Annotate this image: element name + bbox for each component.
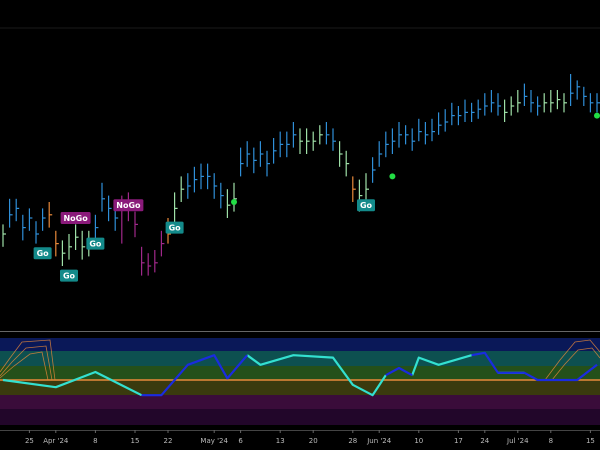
stair bbox=[0, 339, 56, 381]
x-tick-label: 17 bbox=[454, 437, 463, 445]
x-tick-label: 10 bbox=[414, 437, 423, 445]
x-tick-label: Jun '24 bbox=[366, 437, 392, 445]
x-tick-label: 15 bbox=[586, 437, 595, 445]
annotation-label: Go bbox=[37, 249, 50, 258]
annotation-label: Go bbox=[169, 224, 182, 233]
x-tick-label: 15 bbox=[131, 437, 140, 445]
oscillator-line bbox=[2, 354, 525, 397]
x-tick-label: Jul '24 bbox=[506, 437, 529, 445]
band bbox=[0, 380, 600, 395]
stair bbox=[0, 345, 53, 381]
band bbox=[0, 338, 600, 351]
oscillator-line bbox=[141, 351, 598, 397]
band bbox=[0, 351, 600, 366]
x-tick-label: 24 bbox=[480, 437, 489, 445]
oscillator-bands bbox=[0, 338, 600, 425]
x-tick-label: 25 bbox=[25, 437, 34, 445]
band bbox=[0, 395, 600, 409]
annotation-label: Go bbox=[63, 272, 76, 281]
corner-staircase bbox=[0, 339, 600, 381]
annotation-box bbox=[86, 237, 105, 250]
stair bbox=[551, 347, 600, 381]
band bbox=[0, 409, 600, 425]
x-tick-label: May '24 bbox=[200, 437, 228, 445]
annotation-box bbox=[357, 199, 375, 212]
annotation-box bbox=[113, 199, 144, 212]
band bbox=[0, 366, 600, 380]
x-tick-label: Apr '24 bbox=[43, 437, 69, 445]
x-tick-label: 8 bbox=[549, 437, 553, 445]
stair bbox=[0, 351, 49, 381]
annotation-label: Go bbox=[89, 240, 102, 249]
annotation-label: NoGo bbox=[63, 214, 88, 223]
stair bbox=[544, 339, 600, 381]
annotation-box bbox=[165, 221, 184, 234]
x-tick-label: 20 bbox=[309, 437, 318, 445]
x-tick-label: 22 bbox=[164, 437, 173, 445]
signal-dot bbox=[231, 199, 237, 205]
x-tick-label: 6 bbox=[238, 437, 243, 445]
annotation-box bbox=[33, 247, 52, 260]
signal-dot bbox=[594, 112, 600, 119]
annotation-label: NoGo bbox=[116, 201, 141, 210]
x-tick-label: 28 bbox=[348, 437, 357, 445]
signal-dot bbox=[389, 173, 396, 180]
x-tick-label: 13 bbox=[276, 437, 285, 445]
annotation-label: Go bbox=[360, 201, 373, 210]
x-tick-label: 8 bbox=[93, 437, 97, 445]
annotation-box bbox=[60, 212, 91, 224]
annotation-box bbox=[60, 269, 78, 282]
